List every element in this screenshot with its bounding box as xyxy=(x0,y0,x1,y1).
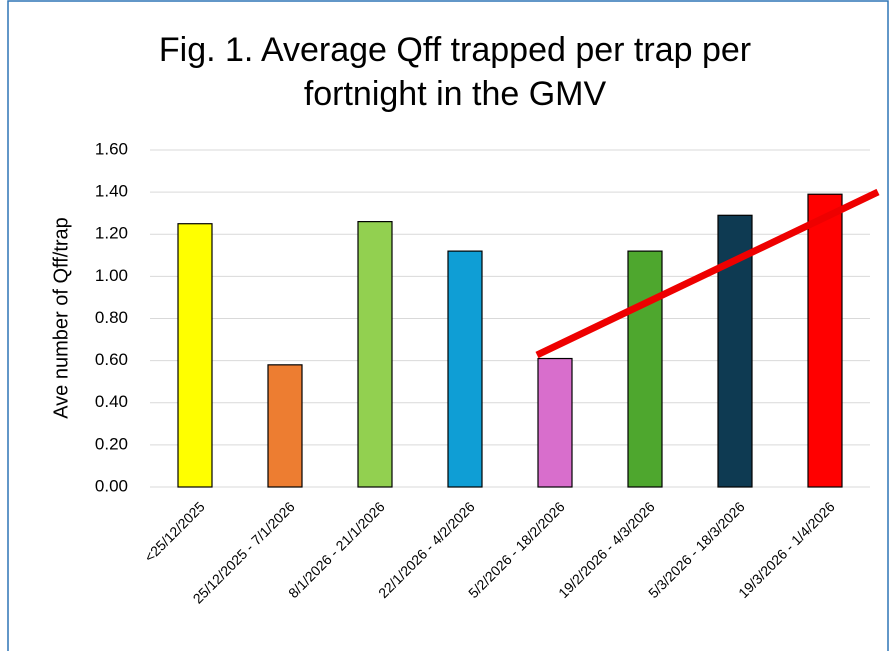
trend-line xyxy=(535,188,880,359)
bar xyxy=(537,357,573,488)
y-tick-label: 0.40 xyxy=(95,392,128,411)
y-tick-label: 1.00 xyxy=(95,266,128,285)
y-tick-label: 0.80 xyxy=(95,308,128,327)
y-tick-label: 0.60 xyxy=(95,350,128,369)
x-tick-label: 5/2/2026 - 18/2/2026 xyxy=(465,498,568,601)
bar xyxy=(627,250,663,488)
x-tick-label: 5/3/2026 - 18/3/2026 xyxy=(645,498,748,601)
x-tick-label: <25/12/2025 xyxy=(141,498,208,565)
x-tick-label: 22/1/2026 - 4/2/2026 xyxy=(375,498,478,601)
chart-title: Fig. 1. Average Qff trapped per trap per… xyxy=(158,31,752,113)
y-axis-label: Ave number of Qff/trap xyxy=(50,217,72,419)
bar xyxy=(447,250,483,488)
bar xyxy=(267,364,303,488)
y-tick-label: 0.00 xyxy=(95,476,128,495)
y-tick-label: 1.40 xyxy=(95,182,128,201)
y-tick-label: 1.60 xyxy=(95,139,128,158)
bar xyxy=(177,223,213,488)
x-tick-label: 8/1/2026 - 21/1/2026 xyxy=(285,498,388,601)
x-tick-label: 19/3/2026 - 1/4/2026 xyxy=(735,498,838,601)
y-tick-label: 1.20 xyxy=(95,224,128,243)
x-tick-label: 19/2/2026 - 4/3/2026 xyxy=(555,498,658,601)
y-tick-label: 0.20 xyxy=(95,434,128,453)
bar xyxy=(357,221,393,488)
x-tick-label: 25/12/2025 - 7/1/2026 xyxy=(190,498,298,606)
chart-border xyxy=(7,0,889,651)
bar xyxy=(807,193,843,488)
